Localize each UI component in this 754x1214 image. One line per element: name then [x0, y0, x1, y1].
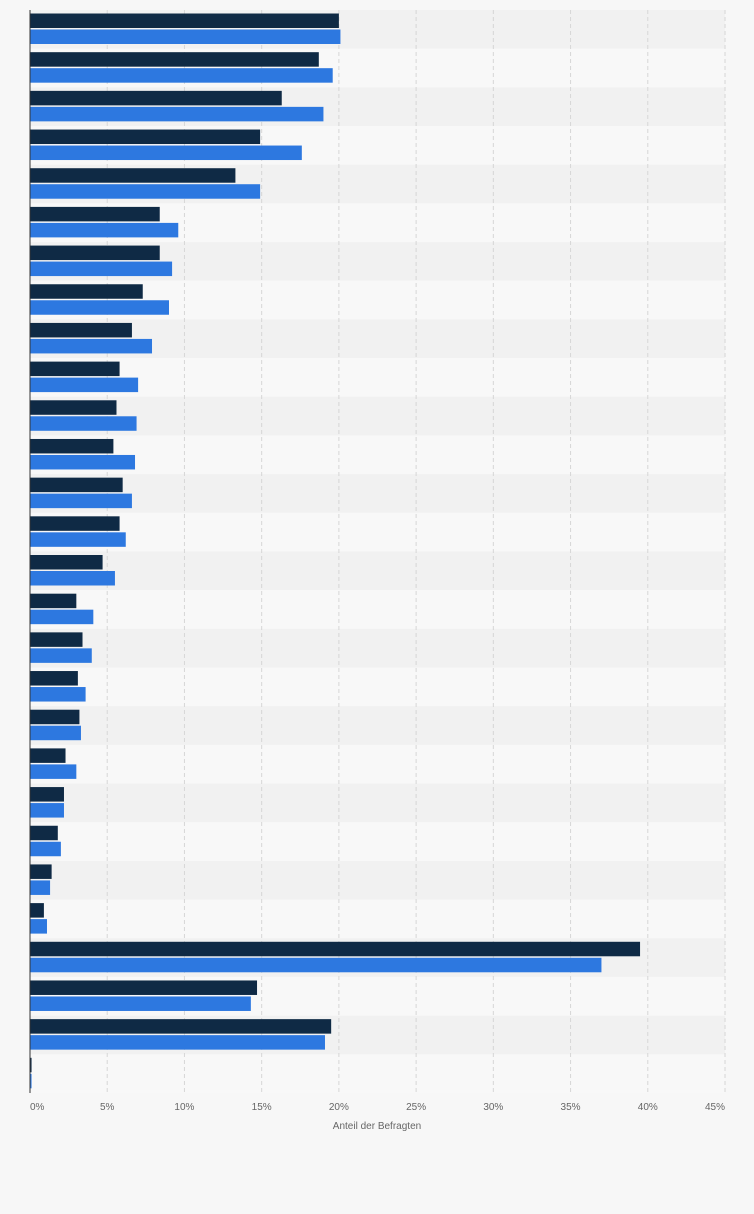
row-band	[30, 396, 725, 436]
bar-series-1	[30, 903, 44, 918]
x-tick-label: 20%	[329, 1102, 349, 1113]
bar-series-2	[30, 184, 261, 199]
bar-series-1	[30, 322, 132, 338]
bar-series-2	[30, 338, 153, 354]
row-bands	[30, 10, 725, 1093]
bar-series-2	[30, 145, 302, 161]
bar-series-2	[30, 106, 324, 122]
bar-series-2	[30, 648, 92, 663]
bar-series-2	[30, 841, 61, 857]
bar-series-2	[30, 880, 51, 895]
x-tick-labels: 0% 5% 10% 15% 20% 25% 30% 35% 40% 45%	[30, 1102, 725, 1113]
row-band	[30, 474, 725, 513]
row-band	[30, 899, 725, 939]
bars	[30, 13, 641, 1089]
bar-series-2	[30, 222, 179, 238]
bar-series-1	[30, 709, 80, 725]
bar-series-2	[30, 493, 132, 509]
bar-series-2	[30, 68, 333, 83]
bar-series-1	[30, 593, 77, 609]
bar-series-2	[30, 1035, 325, 1050]
bar-series-1	[30, 825, 58, 841]
bar-series-1	[30, 13, 339, 28]
bar-series-2	[30, 609, 94, 625]
x-axis-label: Anteil der Befragten	[333, 1121, 421, 1132]
bar-series-1	[30, 671, 78, 686]
row-band	[30, 783, 725, 823]
bar-series-1	[30, 284, 143, 299]
row-band	[30, 822, 725, 861]
bar-series-1	[30, 555, 103, 570]
row-band	[30, 551, 725, 591]
bar-series-1	[30, 129, 261, 145]
bar-series-2	[30, 725, 81, 741]
bar-series-2	[30, 957, 602, 973]
x-tick-label: 40%	[638, 1102, 658, 1113]
row-band	[30, 1054, 725, 1093]
bar-series-2	[30, 261, 173, 277]
row-band	[30, 358, 725, 397]
row-band	[30, 590, 725, 629]
bar-series-1	[30, 941, 641, 957]
bar-series-1	[30, 90, 282, 106]
bar-series-1	[30, 361, 120, 377]
bar-series-2	[30, 454, 136, 470]
bar-series-2	[30, 416, 137, 431]
grid-lines	[106, 10, 726, 1093]
x-tick-label: 10%	[174, 1102, 194, 1113]
bar-series-2	[30, 1073, 32, 1089]
x-tick-label: 25%	[406, 1102, 426, 1113]
bar-series-1	[30, 245, 160, 261]
bar-series-1	[30, 632, 83, 647]
x-tick-label: 45%	[705, 1102, 725, 1113]
bar-series-2	[30, 300, 169, 315]
bar-series-1	[30, 748, 66, 763]
bar-series-2	[30, 919, 47, 934]
bar-series-1	[30, 787, 64, 802]
row-band	[30, 628, 725, 668]
row-band	[30, 435, 725, 475]
bar-series-1	[30, 400, 117, 415]
bar-series-2	[30, 764, 77, 779]
row-band	[30, 667, 725, 707]
bar-series-1	[30, 168, 236, 183]
bar-series-1	[30, 1019, 332, 1034]
bar-series-1	[30, 477, 123, 493]
bar-series-2	[30, 571, 115, 586]
bar-series-1	[30, 864, 52, 879]
bar-series-2	[30, 803, 64, 818]
row-band	[30, 512, 725, 552]
x-tick-label: 30%	[483, 1102, 503, 1113]
bar-series-1	[30, 980, 258, 995]
bar-series-2	[30, 687, 86, 702]
bar-series-1	[30, 206, 160, 222]
bar-series-1	[30, 516, 120, 531]
bar-series-2	[30, 377, 139, 393]
bar-series-1	[30, 1057, 32, 1073]
row-band	[30, 744, 725, 784]
bar-series-2	[30, 29, 341, 44]
bar-series-2	[30, 532, 126, 547]
x-tick-label: 0%	[30, 1102, 45, 1113]
x-tick-label: 35%	[561, 1102, 581, 1113]
bar-series-1	[30, 438, 114, 454]
bar-series-2	[30, 996, 251, 1011]
x-tick-label: 15%	[252, 1102, 272, 1113]
x-tick-label: 5%	[100, 1102, 115, 1113]
bar-series-1	[30, 52, 319, 67]
row-band	[30, 860, 725, 900]
row-band	[30, 706, 725, 745]
